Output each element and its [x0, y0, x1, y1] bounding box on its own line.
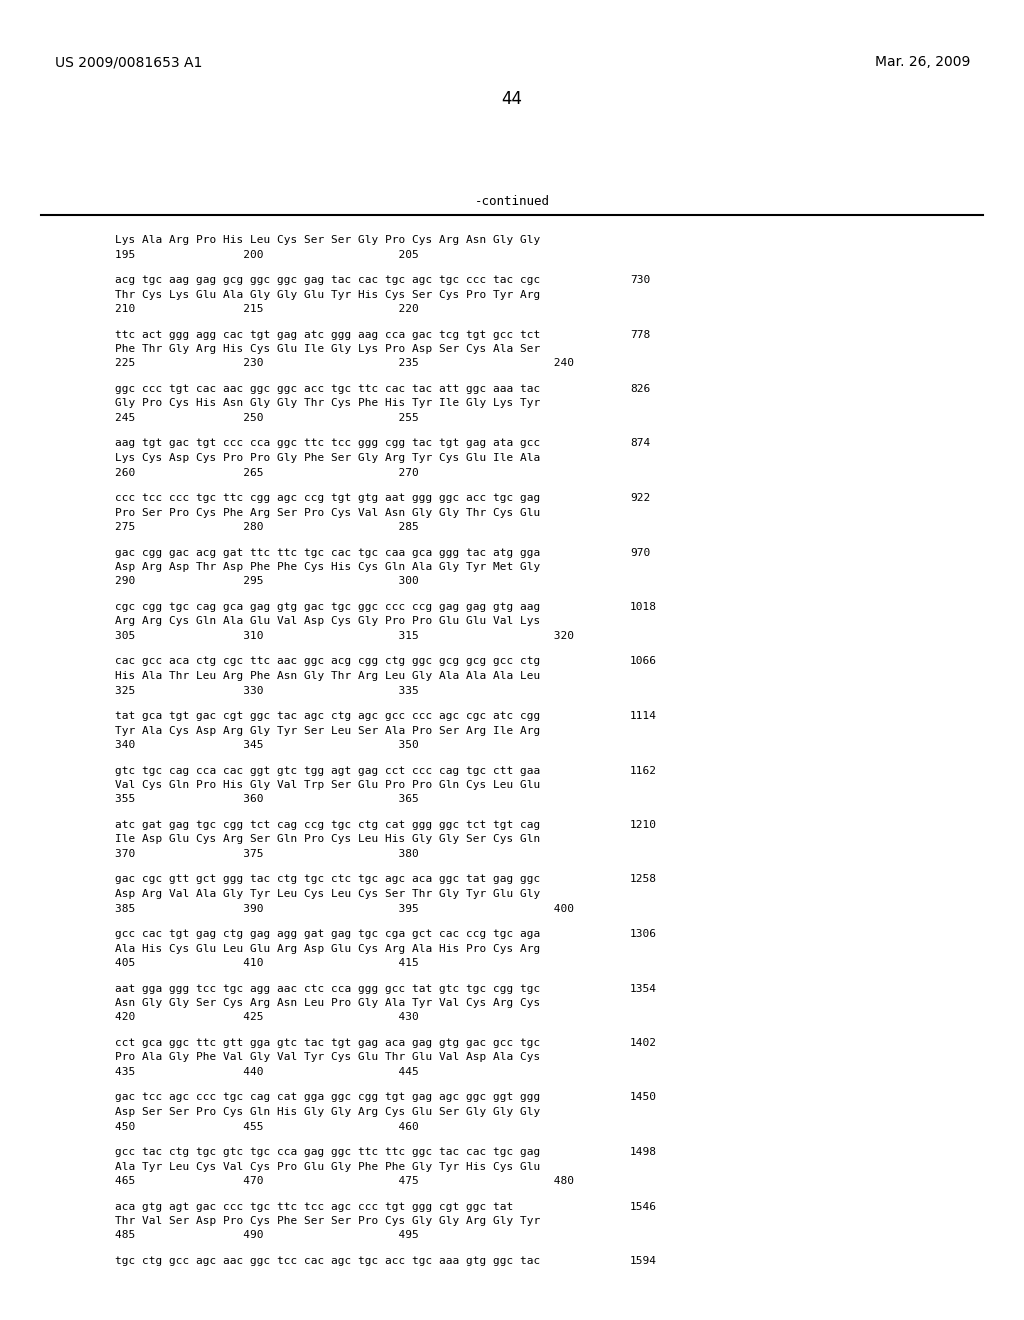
Text: 1594: 1594 — [630, 1257, 657, 1266]
Text: 1546: 1546 — [630, 1201, 657, 1212]
Text: Asp Arg Val Ala Gly Tyr Leu Cys Leu Cys Ser Thr Gly Tyr Glu Gly: Asp Arg Val Ala Gly Tyr Leu Cys Leu Cys … — [115, 888, 541, 899]
Text: 195                200                    205: 195 200 205 — [115, 249, 419, 260]
Text: 778: 778 — [630, 330, 650, 339]
Text: ccc tcc ccc tgc ttc cgg agc ccg tgt gtg aat ggg ggc acc tgc gag: ccc tcc ccc tgc ttc cgg agc ccg tgt gtg … — [115, 492, 541, 503]
Text: 1354: 1354 — [630, 983, 657, 994]
Text: His Ala Thr Leu Arg Phe Asn Gly Thr Arg Leu Gly Ala Ala Ala Leu: His Ala Thr Leu Arg Phe Asn Gly Thr Arg … — [115, 671, 541, 681]
Text: Pro Ser Pro Cys Phe Arg Ser Pro Cys Val Asn Gly Gly Thr Cys Glu: Pro Ser Pro Cys Phe Arg Ser Pro Cys Val … — [115, 507, 541, 517]
Text: 1306: 1306 — [630, 929, 657, 939]
Text: aca gtg agt gac ccc tgc ttc tcc agc ccc tgt ggg cgt ggc tat: aca gtg agt gac ccc tgc ttc tcc agc ccc … — [115, 1201, 513, 1212]
Text: Asp Arg Asp Thr Asp Phe Phe Cys His Cys Gln Ala Gly Tyr Met Gly: Asp Arg Asp Thr Asp Phe Phe Cys His Cys … — [115, 562, 541, 572]
Text: 275                280                    285: 275 280 285 — [115, 521, 419, 532]
Text: Thr Cys Lys Glu Ala Gly Gly Glu Tyr His Cys Ser Cys Pro Tyr Arg: Thr Cys Lys Glu Ala Gly Gly Glu Tyr His … — [115, 289, 541, 300]
Text: 355                360                    365: 355 360 365 — [115, 795, 419, 804]
Text: tgc ctg gcc agc aac ggc tcc cac agc tgc acc tgc aaa gtg ggc tac: tgc ctg gcc agc aac ggc tcc cac agc tgc … — [115, 1257, 541, 1266]
Text: -continued: -continued — [474, 195, 550, 209]
Text: 922: 922 — [630, 492, 650, 503]
Text: 485                490                    495: 485 490 495 — [115, 1230, 419, 1241]
Text: Val Cys Gln Pro His Gly Val Trp Ser Glu Pro Pro Gln Cys Leu Glu: Val Cys Gln Pro His Gly Val Trp Ser Glu … — [115, 780, 541, 789]
Text: Arg Arg Cys Gln Ala Glu Val Asp Cys Gly Pro Pro Glu Glu Val Lys: Arg Arg Cys Gln Ala Glu Val Asp Cys Gly … — [115, 616, 541, 627]
Text: ttc act ggg agg cac tgt gag atc ggg aag cca gac tcg tgt gcc tct: ttc act ggg agg cac tgt gag atc ggg aag … — [115, 330, 541, 339]
Text: cgc cgg tgc cag gca gag gtg gac tgc ggc ccc ccg gag gag gtg aag: cgc cgg tgc cag gca gag gtg gac tgc ggc … — [115, 602, 541, 612]
Text: Ile Asp Glu Cys Arg Ser Gln Pro Cys Leu His Gly Gly Ser Cys Gln: Ile Asp Glu Cys Arg Ser Gln Pro Cys Leu … — [115, 834, 541, 845]
Text: 1450: 1450 — [630, 1093, 657, 1102]
Text: aag tgt gac tgt ccc cca ggc ttc tcc ggg cgg tac tgt gag ata gcc: aag tgt gac tgt ccc cca ggc ttc tcc ggg … — [115, 438, 541, 449]
Text: cac gcc aca ctg cgc ttc aac ggc acg cgg ctg ggc gcg gcg gcc ctg: cac gcc aca ctg cgc ttc aac ggc acg cgg … — [115, 656, 541, 667]
Text: 290                295                    300: 290 295 300 — [115, 577, 419, 586]
Text: 305                310                    315                    320: 305 310 315 320 — [115, 631, 574, 642]
Text: 1066: 1066 — [630, 656, 657, 667]
Text: Mar. 26, 2009: Mar. 26, 2009 — [874, 55, 970, 69]
Text: Gly Pro Cys His Asn Gly Gly Thr Cys Phe His Tyr Ile Gly Lys Tyr: Gly Pro Cys His Asn Gly Gly Thr Cys Phe … — [115, 399, 541, 408]
Text: Pro Ala Gly Phe Val Gly Val Tyr Cys Glu Thr Glu Val Asp Ala Cys: Pro Ala Gly Phe Val Gly Val Tyr Cys Glu … — [115, 1052, 541, 1063]
Text: 1402: 1402 — [630, 1038, 657, 1048]
Text: 260                265                    270: 260 265 270 — [115, 467, 419, 478]
Text: 730: 730 — [630, 275, 650, 285]
Text: atc gat gag tgc cgg tct cag ccg tgc ctg cat ggg ggc tct tgt cag: atc gat gag tgc cgg tct cag ccg tgc ctg … — [115, 820, 541, 830]
Text: 325                330                    335: 325 330 335 — [115, 685, 419, 696]
Text: cct gca ggc ttc gtt gga gtc tac tgt gag aca gag gtg gac gcc tgc: cct gca ggc ttc gtt gga gtc tac tgt gag … — [115, 1038, 541, 1048]
Text: gcc cac tgt gag ctg gag agg gat gag tgc cga gct cac ccg tgc aga: gcc cac tgt gag ctg gag agg gat gag tgc … — [115, 929, 541, 939]
Text: ggc ccc tgt cac aac ggc ggc acc tgc ttc cac tac att ggc aaa tac: ggc ccc tgt cac aac ggc ggc acc tgc ttc … — [115, 384, 541, 393]
Text: gac tcc agc ccc tgc cag cat gga ggc cgg tgt gag agc ggc ggt ggg: gac tcc agc ccc tgc cag cat gga ggc cgg … — [115, 1093, 541, 1102]
Text: 420                425                    430: 420 425 430 — [115, 1012, 419, 1023]
Text: acg tgc aag gag gcg ggc ggc gag tac cac tgc agc tgc ccc tac cgc: acg tgc aag gag gcg ggc ggc gag tac cac … — [115, 275, 541, 285]
Text: 340                345                    350: 340 345 350 — [115, 741, 419, 750]
Text: 245                250                    255: 245 250 255 — [115, 413, 419, 422]
Text: tat gca tgt gac cgt ggc tac agc ctg agc gcc ccc agc cgc atc cgg: tat gca tgt gac cgt ggc tac agc ctg agc … — [115, 711, 541, 721]
Text: 826: 826 — [630, 384, 650, 393]
Text: Asn Gly Gly Ser Cys Arg Asn Leu Pro Gly Ala Tyr Val Cys Arg Cys: Asn Gly Gly Ser Cys Arg Asn Leu Pro Gly … — [115, 998, 541, 1008]
Text: 874: 874 — [630, 438, 650, 449]
Text: 1114: 1114 — [630, 711, 657, 721]
Text: gac cgc gtt gct ggg tac ctg tgc ctc tgc agc aca ggc tat gag ggc: gac cgc gtt gct ggg tac ctg tgc ctc tgc … — [115, 874, 541, 884]
Text: 1210: 1210 — [630, 820, 657, 830]
Text: 370                375                    380: 370 375 380 — [115, 849, 419, 859]
Text: aat gga ggg tcc tgc agg aac ctc cca ggg gcc tat gtc tgc cgg tgc: aat gga ggg tcc tgc agg aac ctc cca ggg … — [115, 983, 541, 994]
Text: 1162: 1162 — [630, 766, 657, 776]
Text: Ala His Cys Glu Leu Glu Arg Asp Glu Cys Arg Ala His Pro Cys Arg: Ala His Cys Glu Leu Glu Arg Asp Glu Cys … — [115, 944, 541, 953]
Text: 405                410                    415: 405 410 415 — [115, 958, 419, 968]
Text: 1258: 1258 — [630, 874, 657, 884]
Text: Lys Ala Arg Pro His Leu Cys Ser Ser Gly Pro Cys Arg Asn Gly Gly: Lys Ala Arg Pro His Leu Cys Ser Ser Gly … — [115, 235, 541, 246]
Text: 1498: 1498 — [630, 1147, 657, 1158]
Text: Lys Cys Asp Cys Pro Pro Gly Phe Ser Gly Arg Tyr Cys Glu Ile Ala: Lys Cys Asp Cys Pro Pro Gly Phe Ser Gly … — [115, 453, 541, 463]
Text: Phe Thr Gly Arg His Cys Glu Ile Gly Lys Pro Asp Ser Cys Ala Ser: Phe Thr Gly Arg His Cys Glu Ile Gly Lys … — [115, 345, 541, 354]
Text: 450                455                    460: 450 455 460 — [115, 1122, 419, 1131]
Text: 465                470                    475                    480: 465 470 475 480 — [115, 1176, 574, 1185]
Text: 435                440                    445: 435 440 445 — [115, 1067, 419, 1077]
Text: 225                230                    235                    240: 225 230 235 240 — [115, 359, 574, 368]
Text: 385                390                    395                    400: 385 390 395 400 — [115, 903, 574, 913]
Text: 44: 44 — [502, 90, 522, 108]
Text: 1018: 1018 — [630, 602, 657, 612]
Text: gtc tgc cag cca cac ggt gtc tgg agt gag cct ccc cag tgc ctt gaa: gtc tgc cag cca cac ggt gtc tgg agt gag … — [115, 766, 541, 776]
Text: Ala Tyr Leu Cys Val Cys Pro Glu Gly Phe Phe Gly Tyr His Cys Glu: Ala Tyr Leu Cys Val Cys Pro Glu Gly Phe … — [115, 1162, 541, 1172]
Text: gcc tac ctg tgc gtc tgc cca gag ggc ttc ttc ggc tac cac tgc gag: gcc tac ctg tgc gtc tgc cca gag ggc ttc … — [115, 1147, 541, 1158]
Text: US 2009/0081653 A1: US 2009/0081653 A1 — [55, 55, 203, 69]
Text: Asp Ser Ser Pro Cys Gln His Gly Gly Arg Cys Glu Ser Gly Gly Gly: Asp Ser Ser Pro Cys Gln His Gly Gly Arg … — [115, 1107, 541, 1117]
Text: 210                215                    220: 210 215 220 — [115, 304, 419, 314]
Text: Thr Val Ser Asp Pro Cys Phe Ser Ser Pro Cys Gly Gly Arg Gly Tyr: Thr Val Ser Asp Pro Cys Phe Ser Ser Pro … — [115, 1216, 541, 1226]
Text: gac cgg gac acg gat ttc ttc tgc cac tgc caa gca ggg tac atg gga: gac cgg gac acg gat ttc ttc tgc cac tgc … — [115, 548, 541, 557]
Text: 970: 970 — [630, 548, 650, 557]
Text: Tyr Ala Cys Asp Arg Gly Tyr Ser Leu Ser Ala Pro Ser Arg Ile Arg: Tyr Ala Cys Asp Arg Gly Tyr Ser Leu Ser … — [115, 726, 541, 735]
